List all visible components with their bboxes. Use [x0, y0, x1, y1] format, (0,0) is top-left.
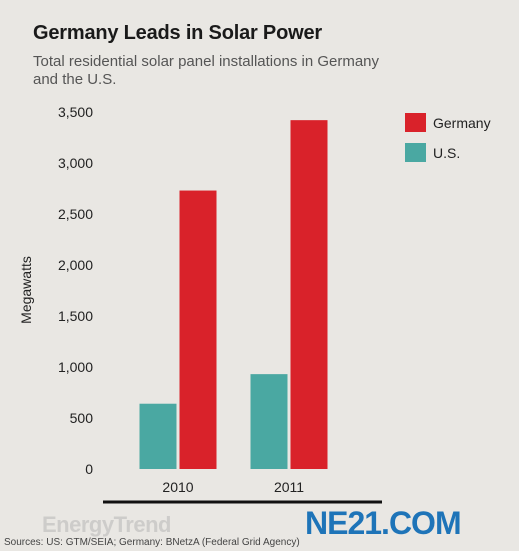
x-tick-label: 2011	[274, 479, 304, 495]
y-axis-label: Megawatts	[18, 256, 34, 324]
bar-germany-2011	[290, 120, 328, 469]
source-note: Sources: US: GTM/SEIA; Germany: BNetzA (…	[4, 537, 300, 548]
y-tick-label: 2,000	[58, 257, 93, 273]
bars	[139, 120, 328, 470]
y-tick-label: 2,500	[58, 206, 93, 222]
x-tick-label: 2010	[162, 479, 193, 495]
bar-us-2011	[250, 374, 288, 469]
y-tick-label: 1,500	[58, 308, 93, 324]
bar-germany-2010	[179, 190, 217, 470]
ne21-watermark: NE21.COM	[305, 505, 462, 541]
legend: Germany U.S.	[405, 113, 491, 162]
y-tick-label: 500	[70, 410, 94, 426]
legend-swatch	[405, 113, 426, 132]
chart-subtitle: Total residential solar panel installati…	[33, 53, 380, 88]
x-axis-ticks: 2010 2011	[162, 479, 304, 495]
bar-us-2010	[139, 403, 177, 469]
legend-label: Germany	[433, 115, 491, 131]
y-tick-label: 3,500	[58, 104, 93, 120]
legend-label: U.S.	[433, 145, 460, 161]
y-tick-label: 1,000	[58, 359, 93, 375]
y-tick-label: 0	[85, 461, 93, 477]
y-axis-ticks: 0 500 1,000 1,500 2,000 2,500 3,000 3,500	[58, 104, 93, 477]
legend-swatch	[405, 143, 426, 162]
chart-title: Germany Leads in Solar Power	[33, 22, 322, 44]
y-tick-label: 3,000	[58, 155, 93, 171]
energytrend-watermark: EnergyTrend	[42, 512, 171, 537]
